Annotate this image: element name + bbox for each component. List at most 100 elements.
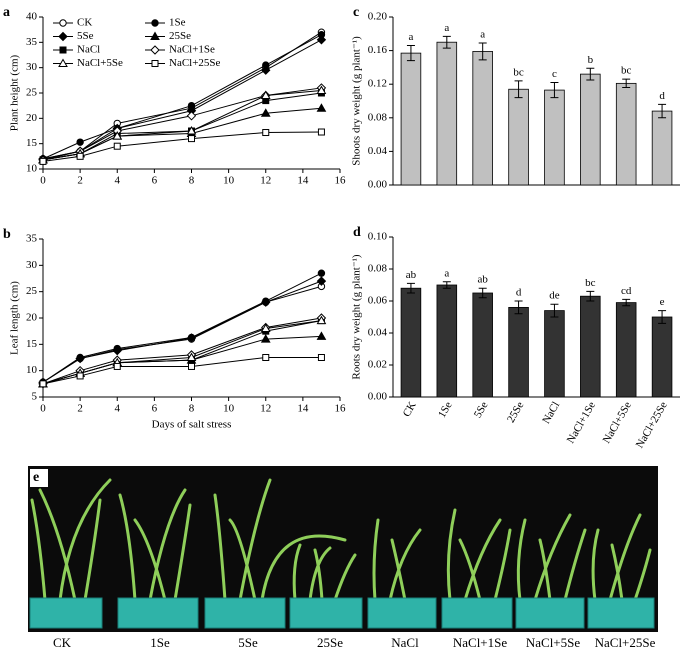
bar: [472, 292, 493, 398]
bar: [580, 73, 601, 186]
y-tick-label: 25: [26, 285, 38, 297]
y-tick-label: 20: [26, 112, 38, 124]
y-tick-label: 0.02: [368, 359, 387, 371]
marker: [317, 269, 326, 277]
y-tick-label: 40: [26, 11, 38, 23]
x-tick-label: 14: [297, 175, 309, 187]
series-line: [42, 92, 322, 161]
marker: [113, 142, 121, 150]
y-tick-label: 25: [26, 87, 38, 99]
y-tick-label: 0.04: [368, 327, 388, 339]
marker: [59, 19, 67, 27]
marker: [151, 60, 159, 67]
x-tick-label: NaCl+25Se: [634, 400, 670, 451]
marker: [112, 131, 123, 140]
x-tick-label: 16: [335, 175, 347, 187]
legend-label: CK: [77, 17, 92, 29]
marker: [260, 90, 271, 100]
error-bar: [478, 42, 487, 61]
marker: [76, 152, 84, 160]
error-bar: [658, 310, 667, 324]
error-bar: [586, 290, 595, 302]
letter-label: ab: [406, 269, 417, 281]
photo-label: CK: [53, 635, 72, 650]
y-tick-label: 0.00: [368, 179, 388, 191]
x-tick-label: 6: [152, 403, 158, 415]
series-line: [42, 280, 322, 383]
letter-label: a: [480, 29, 485, 41]
panel-letter: c: [353, 5, 359, 20]
y-tick-label: 0.04: [368, 145, 388, 157]
marker: [186, 111, 197, 121]
marker: [262, 354, 270, 361]
marker: [39, 380, 47, 388]
bar: [544, 89, 565, 186]
x-tick-label: 5Se: [472, 400, 491, 420]
series-line: [42, 285, 322, 383]
letter-label: bc: [513, 66, 524, 78]
error-bar: [478, 287, 487, 299]
legend-label: NaCl+1Se: [169, 44, 215, 56]
y-tick-label: 35: [26, 36, 38, 48]
x-axis-label: Days of salt stress: [152, 419, 232, 431]
marker: [316, 85, 327, 94]
y-tick-label: 30: [26, 259, 38, 271]
bar: [544, 310, 565, 398]
y-tick-label: 20: [26, 312, 38, 324]
x-tick-label: 14: [297, 403, 309, 415]
series-line: [42, 89, 322, 161]
marker: [188, 135, 195, 143]
legend-label: 25Se: [169, 30, 191, 42]
series-line: [42, 317, 322, 385]
letter-label: d: [516, 287, 522, 299]
panel-letter-box: [30, 469, 48, 487]
x-tick-label: 0: [40, 175, 46, 187]
plants: [30, 478, 652, 602]
y-axis-label: Leaf length (cm): [9, 281, 21, 355]
y-tick-label: 0.00: [368, 391, 388, 403]
letter-label: a: [444, 267, 449, 279]
legend-label: 1Se: [169, 17, 186, 29]
marker: [316, 331, 327, 340]
marker: [39, 157, 47, 165]
marker: [76, 372, 84, 380]
series-line: [42, 34, 322, 160]
legend-label: NaCl+5Se: [77, 57, 123, 69]
y-tick-label: 0.10: [368, 231, 388, 243]
photo-label: 1Se: [150, 635, 170, 650]
letter-label: a: [408, 31, 413, 43]
error-bar: [658, 103, 667, 119]
y-axis-label: Shoots dry weight (g plant⁻¹): [351, 36, 363, 166]
x-tick-label: 8: [189, 403, 195, 415]
bar: [651, 316, 673, 398]
x-tick-label: CK: [401, 400, 419, 419]
marker: [186, 352, 197, 361]
error-bar: [442, 281, 451, 289]
letter-label: d: [659, 90, 665, 102]
bar: [436, 284, 458, 398]
letter-label: a: [444, 22, 449, 34]
y-tick-label: 10: [26, 364, 38, 376]
x-tick-label: 4: [115, 175, 121, 187]
x-tick-label: 0: [40, 403, 46, 415]
marker: [186, 333, 197, 343]
marker: [317, 354, 325, 361]
error-bar: [550, 82, 559, 99]
x-tick-label: 10: [223, 403, 235, 415]
error-bar: [514, 300, 523, 315]
error-bar: [442, 35, 451, 49]
x-tick-label: 4: [115, 403, 121, 415]
error-bar: [622, 78, 631, 89]
x-tick-label: 2: [77, 403, 83, 415]
error-bar: [586, 67, 595, 81]
photo-label: NaCl+5Se: [526, 635, 581, 650]
bar: [651, 110, 673, 186]
photo-label: 5Se: [238, 635, 258, 650]
y-tick-label: 0.08: [368, 111, 388, 123]
panel-letter: e: [33, 470, 39, 485]
bar: [580, 295, 601, 398]
marker: [186, 125, 197, 135]
photo-label: NaCl+25Se: [595, 635, 656, 650]
marker: [260, 108, 271, 117]
marker: [316, 35, 327, 45]
